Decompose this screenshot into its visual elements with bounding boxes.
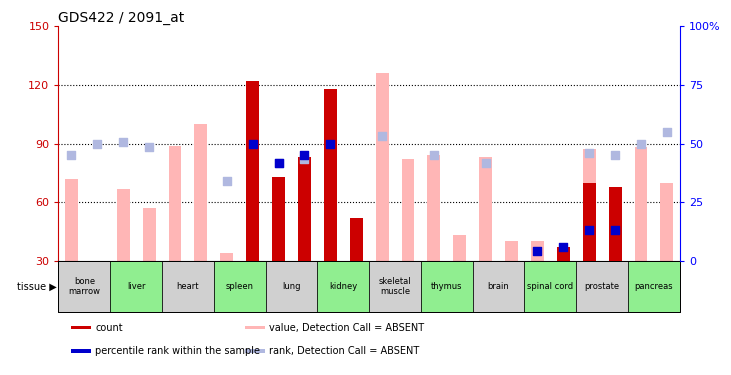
Bar: [246, 81, 259, 261]
Bar: [265, 261, 317, 312]
Point: [635, 141, 647, 147]
Point: [661, 129, 673, 135]
Bar: [162, 261, 213, 312]
Point: [583, 226, 595, 232]
Bar: [194, 124, 208, 261]
Text: thymus: thymus: [431, 282, 463, 291]
Bar: [660, 183, 673, 261]
Bar: [349, 218, 363, 261]
Point: [273, 160, 284, 166]
Bar: [557, 247, 569, 261]
Point: [247, 141, 259, 147]
Text: GDS422 / 2091_at: GDS422 / 2091_at: [58, 11, 185, 25]
Bar: [480, 157, 492, 261]
Point: [118, 139, 129, 145]
Text: brain: brain: [488, 282, 510, 291]
Point: [91, 141, 103, 147]
Bar: [317, 261, 369, 312]
Point: [583, 150, 595, 156]
Bar: [583, 183, 596, 261]
Bar: [245, 326, 265, 329]
Bar: [117, 189, 129, 261]
Text: skeletal
muscle: skeletal muscle: [379, 277, 412, 296]
Bar: [245, 349, 265, 352]
Bar: [609, 187, 621, 261]
Bar: [376, 73, 389, 261]
Point: [298, 156, 310, 162]
Bar: [110, 261, 162, 312]
Text: prostate: prostate: [585, 282, 620, 291]
Text: kidney: kidney: [329, 282, 357, 291]
Bar: [531, 241, 544, 261]
Point: [273, 160, 284, 166]
Bar: [58, 261, 110, 312]
Bar: [525, 261, 576, 312]
Bar: [169, 146, 181, 261]
Point: [609, 152, 621, 158]
Bar: [401, 159, 414, 261]
Bar: [531, 261, 544, 284]
Bar: [298, 157, 311, 261]
Bar: [220, 253, 233, 261]
Bar: [213, 261, 265, 312]
Bar: [576, 261, 628, 312]
Text: liver: liver: [127, 282, 145, 291]
Point: [143, 144, 155, 150]
Bar: [421, 261, 473, 312]
Bar: [324, 89, 337, 261]
Text: count: count: [95, 322, 123, 333]
Text: rank, Detection Call = ABSENT: rank, Detection Call = ABSENT: [269, 346, 420, 356]
Bar: [369, 261, 421, 312]
Bar: [71, 326, 91, 329]
Bar: [272, 177, 285, 261]
Bar: [65, 179, 78, 261]
Point: [558, 244, 569, 250]
Point: [531, 248, 543, 254]
Point: [480, 160, 491, 166]
Bar: [143, 208, 156, 261]
Text: bone
marrow: bone marrow: [69, 277, 100, 296]
Bar: [635, 147, 648, 261]
Point: [66, 152, 77, 158]
Text: spleen: spleen: [226, 282, 254, 291]
Text: pancreas: pancreas: [635, 282, 673, 291]
Bar: [505, 241, 518, 261]
Bar: [71, 349, 91, 352]
Bar: [628, 261, 680, 312]
Text: spinal cord: spinal cord: [527, 282, 573, 291]
Bar: [428, 155, 440, 261]
Text: percentile rank within the sample: percentile rank within the sample: [95, 346, 260, 356]
Point: [609, 226, 621, 232]
Point: [428, 152, 440, 158]
Point: [221, 178, 232, 184]
Point: [298, 152, 310, 158]
Bar: [583, 149, 596, 261]
Text: lung: lung: [282, 282, 300, 291]
Text: heart: heart: [177, 282, 199, 291]
Text: tissue ▶: tissue ▶: [18, 282, 57, 291]
Text: value, Detection Call = ABSENT: value, Detection Call = ABSENT: [269, 322, 424, 333]
Point: [325, 141, 336, 147]
Point: [376, 133, 388, 139]
Bar: [453, 236, 466, 261]
Bar: [473, 261, 525, 312]
